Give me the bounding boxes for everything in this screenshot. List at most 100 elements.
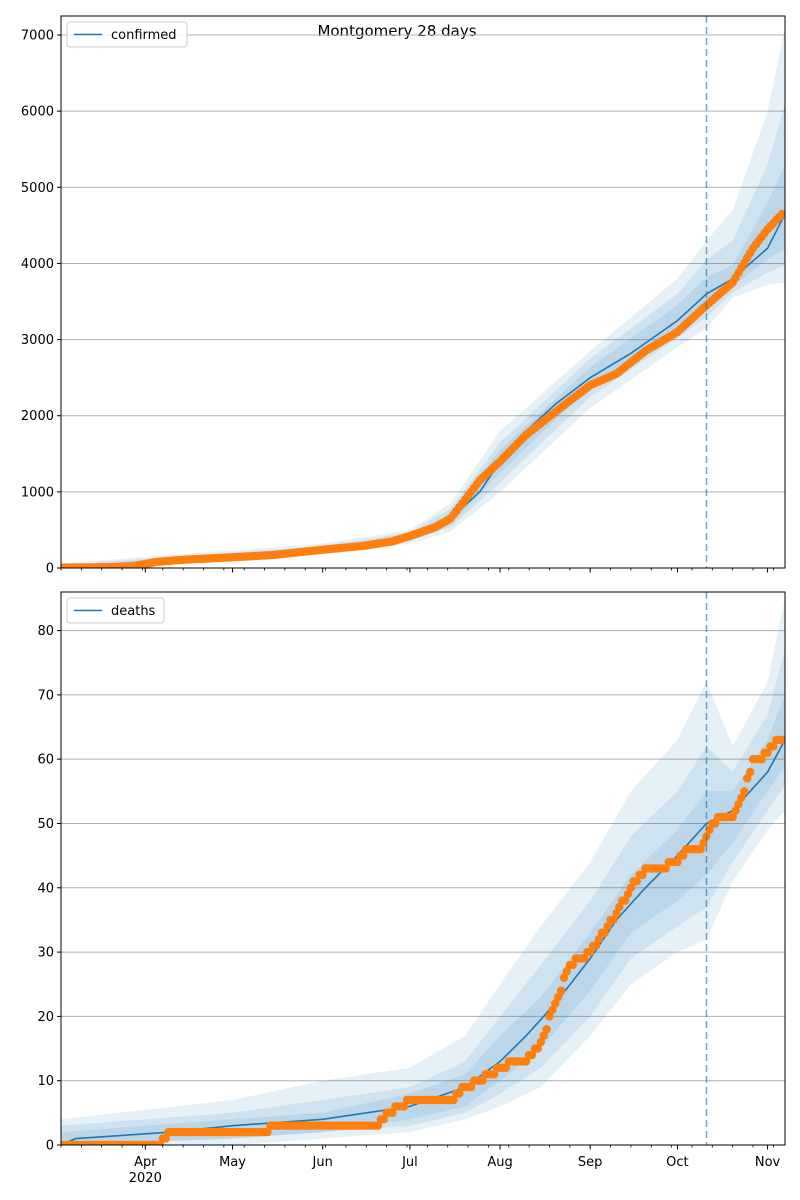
observed-point	[632, 877, 641, 886]
uncertainty-band	[61, 694, 785, 1145]
figure-title: Montgomery 28 days	[317, 22, 476, 40]
y-tick-label: 2000	[21, 409, 54, 424]
observed-point	[734, 800, 743, 809]
observed-point	[379, 1115, 388, 1124]
observed-point	[522, 1057, 531, 1066]
observed-point	[623, 890, 633, 899]
observed-point	[580, 954, 589, 963]
observed-point	[373, 1121, 383, 1130]
legend-box	[66, 597, 165, 624]
y-tick-label: 70	[37, 688, 54, 703]
observed-point	[620, 896, 630, 905]
observed-point	[777, 209, 785, 219]
observed-point	[737, 793, 746, 802]
x-tick-label: May	[219, 1155, 246, 1170]
legend: deaths	[66, 597, 165, 624]
x-tick-label: Sep	[578, 1155, 603, 1170]
y-tick-label: 80	[37, 624, 54, 639]
observed-point	[455, 1089, 464, 1098]
observed-point	[548, 1005, 557, 1015]
observed-point	[769, 742, 778, 751]
observed-point	[679, 851, 688, 860]
x-tick-label: Nov	[755, 1155, 781, 1170]
model-line	[61, 213, 785, 568]
y-tick-label: 4000	[21, 257, 54, 272]
y-tick-label: 30	[37, 946, 54, 961]
plot-area	[61, 598, 785, 1145]
observed-point	[466, 1082, 476, 1092]
observed-point	[705, 825, 714, 835]
observed-point	[728, 812, 737, 822]
observed-point	[533, 1044, 543, 1053]
observed-point	[161, 1134, 170, 1143]
confirmed-chart-panel: 0 1000 2000 3000 4000 5000 6000 7000 confirmed	[21, 15, 786, 577]
observed-point	[551, 999, 560, 1008]
y-tick-label: 50	[37, 817, 54, 832]
legend-box	[66, 21, 188, 48]
y-tick-label: 7000	[21, 29, 54, 44]
plot-area	[61, 27, 785, 568]
observed-point	[263, 1127, 272, 1137]
observed-point	[501, 1063, 511, 1073]
y-tick-label: 0	[46, 562, 54, 577]
observed-point	[673, 857, 682, 867]
observed-point	[490, 1070, 499, 1079]
legend-label: deaths	[111, 604, 156, 619]
observed-point	[740, 787, 749, 796]
observed-point	[777, 735, 785, 745]
observed-point	[626, 883, 636, 892]
x-tick-label: Jul	[401, 1155, 418, 1170]
y-tick-label: 20	[37, 1010, 54, 1025]
uncertainty-band	[61, 103, 785, 568]
y-tick-label: 10	[37, 1074, 54, 1089]
observed-point	[731, 806, 740, 815]
observed-point	[609, 915, 618, 925]
uncertainty-band	[61, 598, 785, 1145]
y-tick-label: 60	[37, 753, 54, 768]
observed-point	[586, 947, 595, 957]
uncertainty-band	[61, 649, 785, 1145]
observed-point	[388, 1108, 397, 1118]
observed-point	[615, 902, 624, 912]
observed-point	[711, 819, 720, 828]
observed-point	[638, 870, 647, 880]
observed-point	[763, 748, 772, 757]
x-tick-label: Jun	[312, 1155, 333, 1170]
observed-point	[591, 941, 601, 950]
observed-point	[757, 755, 766, 764]
observed-point	[545, 1012, 554, 1021]
observed-point	[603, 922, 612, 931]
uncertainty-band	[61, 164, 785, 568]
y-tick-label: 3000	[21, 333, 54, 348]
axes-frame	[60, 591, 786, 1146]
observed-point	[527, 1050, 537, 1060]
legend: confirmed	[66, 21, 188, 48]
observed-point	[542, 1025, 551, 1034]
observed-point	[449, 1095, 458, 1105]
observed-point	[568, 960, 577, 970]
observed-point	[612, 909, 621, 918]
observed-point	[478, 1076, 487, 1085]
observed-point	[556, 986, 566, 995]
observed-point	[745, 767, 755, 777]
axes-frame	[60, 15, 786, 569]
observed-point	[554, 992, 563, 1002]
y-tick-label: 1000	[21, 485, 54, 500]
y-tick-label: 0	[46, 1139, 54, 1154]
y-tick-label: 6000	[21, 105, 54, 120]
observed-point	[539, 1031, 548, 1040]
observed-point	[699, 838, 708, 847]
x-tick-label: Apr	[134, 1155, 157, 1170]
observed-point	[743, 774, 752, 783]
observed-point	[696, 845, 705, 854]
observed-point	[536, 1037, 545, 1047]
y-tick-label: 5000	[21, 181, 54, 196]
y-tick-label: 40	[37, 881, 54, 896]
x-tick-label: Aug	[487, 1155, 512, 1170]
observed-point	[562, 967, 572, 976]
observed-point	[600, 928, 609, 937]
x-tick-label: Oct	[666, 1155, 688, 1170]
observed-point	[661, 864, 670, 873]
